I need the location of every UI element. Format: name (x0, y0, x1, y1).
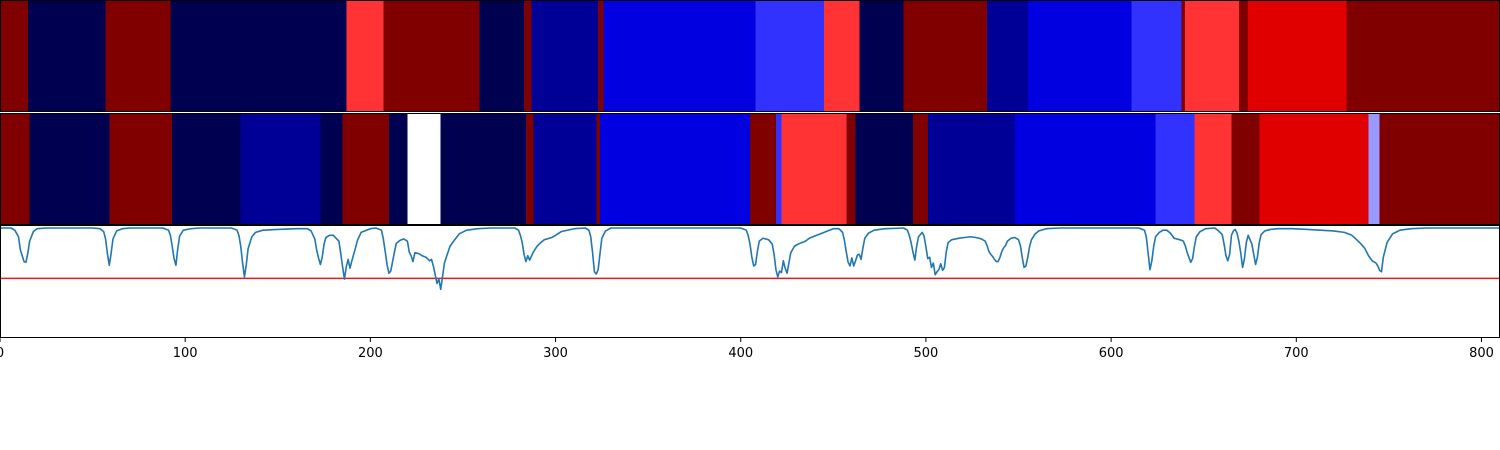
track-1-segment-23 (1346, 0, 1500, 112)
track-2-segment-15 (750, 113, 777, 225)
x-tick-label: 300 (543, 346, 568, 361)
track-1-segment-12 (755, 0, 825, 112)
x-tick-label: 400 (728, 346, 753, 361)
x-tick-label: 600 (1099, 346, 1124, 361)
track-1-segment-16 (987, 0, 1029, 112)
track-2-segment-12 (533, 113, 597, 225)
track-2-segment-18 (846, 113, 857, 225)
track-2-segment-24 (1194, 113, 1233, 225)
track-2-segment-10 (440, 113, 527, 225)
track-2-segment-28 (1379, 113, 1500, 225)
x-tick-label: 200 (358, 346, 383, 361)
track-2-segment-6 (320, 113, 344, 225)
track-1-segment-21 (1238, 0, 1249, 112)
track-2-segment-7 (342, 113, 390, 225)
track-2-segment-17 (781, 113, 847, 225)
line-panel (0, 225, 1500, 338)
track-2-segment-2 (29, 113, 110, 225)
track-1-segment-4 (170, 0, 347, 112)
track-2-segment-27 (1368, 113, 1381, 225)
track-2-segment-11 (525, 113, 534, 225)
x-tick-label: 100 (173, 346, 198, 361)
track-2-segment-23 (1155, 113, 1196, 225)
track-1-segment-14 (859, 0, 905, 112)
track-1-segment-19 (1181, 0, 1186, 112)
track-2-segment-13 (596, 113, 601, 225)
track-2-segment-22 (1014, 113, 1157, 225)
track-2-segment-26 (1259, 113, 1370, 225)
track-2-segment-8 (388, 113, 409, 225)
track-1-segment-7 (479, 0, 525, 112)
track-2-segment-9 (407, 113, 442, 225)
x-axis: 0 100 200 300 400 500 600 700 800 (0, 338, 1494, 361)
x-tick-label: 800 (1469, 346, 1494, 361)
x-tick-label: 500 (914, 346, 939, 361)
track-1-segment-1 (0, 0, 29, 112)
track-1-segment-2 (27, 0, 107, 112)
track-2-segment-16 (775, 113, 783, 225)
track-1-segment-11 (603, 0, 757, 112)
track-2-segment-3 (109, 113, 173, 225)
track-1-segment-10 (598, 0, 605, 112)
track-2-segment-20 (912, 113, 929, 225)
track-1-segment-17 (1027, 0, 1133, 112)
track-1-segment-9 (531, 0, 599, 112)
track-2-segment-1 (0, 113, 31, 225)
track-1-segment-6 (383, 0, 481, 112)
heatmap-tracks (0, 0, 1500, 225)
track-1-segment-18 (1131, 0, 1183, 112)
track-1-segment-8 (524, 0, 533, 112)
track-1-segment-22 (1248, 0, 1347, 112)
track-2-segment-5 (240, 113, 321, 225)
x-tick-label: 700 (1284, 346, 1309, 361)
track-2-segment-4 (172, 113, 242, 225)
x-tick-label: 0 (0, 346, 4, 361)
track-1-segment-3 (105, 0, 171, 112)
track-1-segment-13 (824, 0, 860, 112)
track-1-segment-15 (903, 0, 988, 112)
track-1-segment-5 (346, 0, 384, 112)
track-2-segment-14 (600, 113, 751, 225)
series-line (0, 227, 1500, 291)
track-2-segment-25 (1231, 113, 1260, 225)
track-2-segment-19 (855, 113, 914, 225)
track-1-segment-20 (1185, 0, 1240, 112)
track-2-segment-21 (927, 113, 1016, 225)
